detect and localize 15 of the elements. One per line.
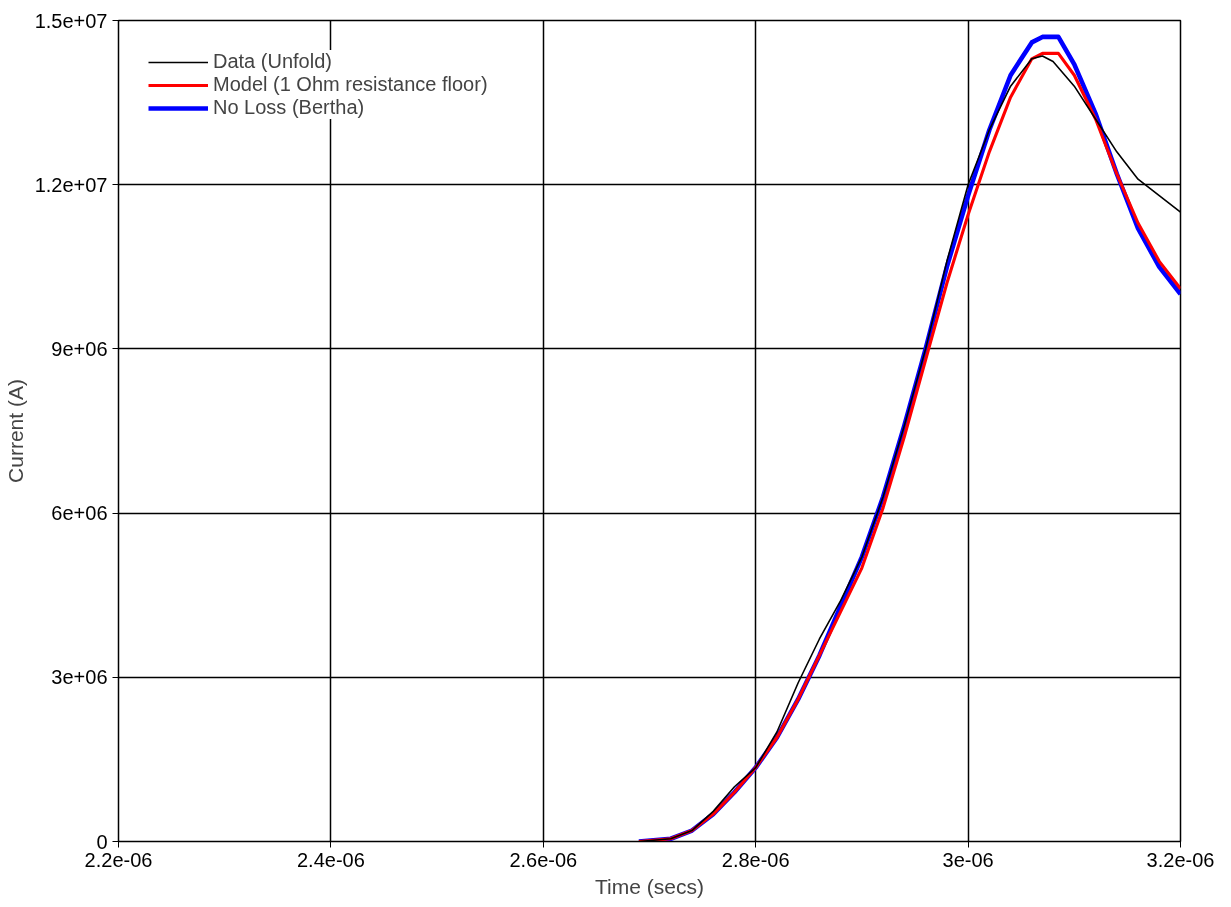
- legend-label: No Loss (Bertha): [213, 96, 365, 119]
- x-axis-title: Time (secs): [595, 874, 704, 898]
- y-tick-label: 9e+06: [51, 337, 108, 360]
- x-tick-label: 3.2e-06: [1146, 848, 1215, 871]
- x-tick-label: 3e-06: [942, 848, 994, 871]
- legend-label: Data (Unfold): [213, 50, 332, 73]
- y-axis-title: Current (A): [3, 379, 27, 483]
- x-tick-label: 2.4e-06: [296, 848, 365, 871]
- y-tick-label: 3e+06: [51, 666, 108, 689]
- y-tick-label: 1.2e+07: [34, 173, 108, 196]
- x-tick-label: 2.6e-06: [509, 848, 578, 871]
- legend-label: Model (1 Ohm resistance floor): [213, 73, 488, 96]
- x-tick-label: 2.8e-06: [721, 848, 790, 871]
- y-tick-label: 1.5e+07: [34, 9, 108, 32]
- y-tick-label: 6e+06: [51, 502, 108, 525]
